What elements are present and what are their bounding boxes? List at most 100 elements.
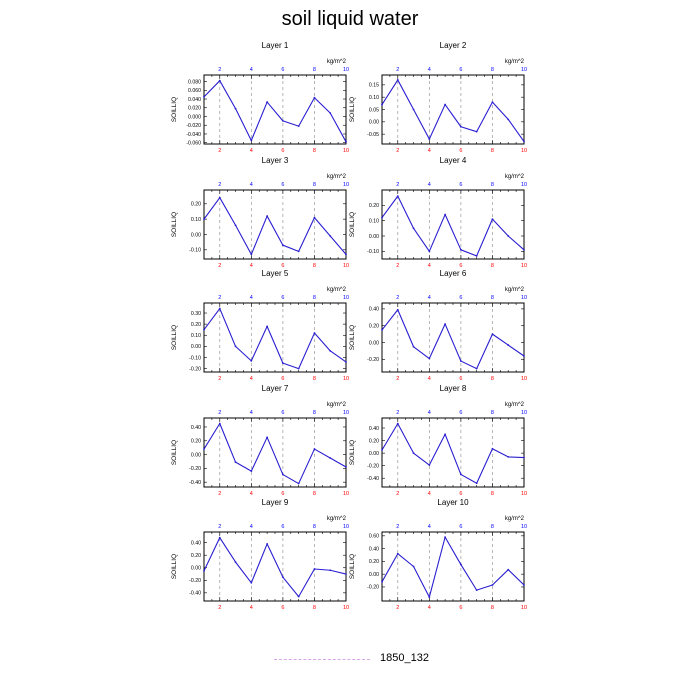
y-axis-label: SOILLIQ (171, 554, 178, 579)
plot-frame (381, 531, 525, 602)
y-tick-label: 0.00 (369, 234, 379, 240)
data-point (459, 563, 462, 566)
x-tick-label-top: 2 (396, 524, 399, 530)
data-point (345, 140, 347, 143)
x-tick-label-bottom: 8 (491, 148, 494, 154)
y-axis-label: SOILLIQ (349, 325, 356, 350)
unit-label: kg/m^2 (327, 402, 347, 408)
data-point (250, 359, 253, 362)
x-tick-label-top: 10 (521, 295, 527, 301)
x-tick-label-top: 8 (313, 524, 316, 530)
unit-label: kg/m^2 (505, 402, 525, 408)
data-point (234, 345, 237, 348)
data-point (412, 227, 415, 230)
y-tick-label: 0.20 (191, 322, 201, 328)
plot-frame (381, 417, 525, 488)
x-tick-label-bottom: 4 (250, 491, 253, 497)
data-point (412, 345, 415, 348)
data-point (329, 569, 332, 572)
data-point (507, 455, 510, 458)
data-point (396, 79, 399, 81)
x-tick-label-bottom: 10 (343, 263, 349, 269)
panel-title: Layer 9 (262, 498, 289, 507)
x-tick-label-bottom: 6 (459, 263, 462, 269)
unit-label: kg/m^2 (327, 287, 347, 293)
y-tick-label: 0.20 (369, 203, 379, 209)
panel-title: Layer 2 (440, 41, 467, 50)
y-axis-label: SOILLIQ (349, 212, 356, 237)
series-line (203, 308, 347, 370)
data-point (313, 568, 316, 570)
x-tick-label-bottom: 8 (491, 605, 494, 611)
data-point (396, 195, 399, 198)
y-tick-label: 0.00 (369, 451, 379, 457)
y-tick-label: 0.40 (191, 425, 201, 431)
x-tick-label-top: 8 (491, 182, 494, 188)
x-tick-label-bottom: 4 (250, 376, 253, 382)
panel-10: Layer 10 kg/m^2 SOILLIQ 2 2 4 4 6 6 8 8 10 10 0.60 0.4… (349, 498, 527, 611)
y-tick-label: 0.15 (369, 83, 379, 89)
x-tick-label-bottom: 10 (343, 491, 349, 497)
y-tick-label: -0.20 (189, 366, 201, 372)
x-tick-label-bottom: 8 (491, 376, 494, 382)
panel-7: Layer 7 kg/m^2 SOILLIQ 2 2 4 4 6 6 8 8 10 10 0.40 0.20… (171, 384, 349, 497)
data-point (396, 552, 399, 555)
series-line (381, 195, 525, 257)
y-tick-label: 0.00 (369, 572, 379, 578)
data-point (266, 436, 269, 439)
data-point (313, 216, 316, 219)
data-point (444, 433, 447, 436)
data-point (297, 367, 300, 370)
x-tick-label-top: 4 (428, 410, 431, 416)
x-tick-label-top: 4 (250, 67, 253, 73)
panel-title: Layer 7 (262, 384, 289, 393)
y-tick-label: 0.60 (369, 534, 379, 540)
y-tick-label: 0.00 (191, 232, 201, 238)
data-point (491, 101, 494, 104)
x-tick-label-bottom: 10 (521, 148, 527, 154)
x-tick-label-top: 10 (521, 524, 527, 530)
x-tick-label-bottom: 8 (313, 491, 316, 497)
x-tick-label-bottom: 2 (218, 376, 221, 382)
data-point (345, 466, 347, 468)
x-tick-label-top: 6 (459, 410, 462, 416)
data-point (444, 536, 447, 539)
data-point (297, 482, 300, 485)
y-tick-label: 0.10 (369, 218, 379, 224)
data-point (218, 196, 221, 199)
data-point (396, 422, 399, 425)
data-point (250, 253, 253, 256)
data-point (381, 103, 383, 106)
x-tick-label-bottom: 2 (396, 376, 399, 382)
x-tick-label-top: 8 (491, 67, 494, 73)
series-line (203, 80, 347, 143)
panel-4: Layer 4 kg/m^2 SOILLIQ 2 2 4 4 6 6 8 8 10 10 0.20 0.10… (349, 156, 527, 269)
panel-title: Layer 8 (440, 384, 467, 393)
data-point (266, 101, 269, 103)
y-tick-label: -0.20 (189, 578, 201, 584)
x-tick-label-bottom: 4 (250, 263, 253, 269)
unit-label: kg/m^2 (327, 59, 347, 65)
x-tick-label-bottom: 6 (281, 148, 284, 154)
unit-label: kg/m^2 (505, 174, 525, 180)
x-tick-label-bottom: 6 (281, 491, 284, 497)
plot-frame (381, 189, 525, 260)
x-tick-label-bottom: 4 (428, 148, 431, 154)
y-tick-label: 0.20 (369, 559, 379, 565)
data-point (475, 255, 478, 257)
data-point (507, 235, 510, 237)
y-tick-label: -0.20 (367, 585, 379, 591)
panel-6: Layer 6 kg/m^2 SOILLIQ 2 2 4 4 6 6 8 8 10 10 0.40 0.20… (349, 269, 527, 382)
legend-label: 1850_132 (380, 652, 429, 664)
x-tick-label-top: 8 (313, 410, 316, 416)
x-tick-label-top: 10 (521, 67, 527, 73)
x-tick-label-top: 8 (313, 182, 316, 188)
x-tick-label-bottom: 2 (218, 491, 221, 497)
x-tick-label-bottom: 2 (396, 148, 399, 154)
data-point (428, 596, 431, 599)
panel-8: Layer 8 kg/m^2 SOILLIQ 2 2 4 4 6 6 8 8 10 10 0.40 0.20… (349, 384, 527, 497)
data-point (203, 448, 205, 450)
series-line (381, 79, 525, 142)
y-tick-label: 0.00 (369, 120, 379, 126)
